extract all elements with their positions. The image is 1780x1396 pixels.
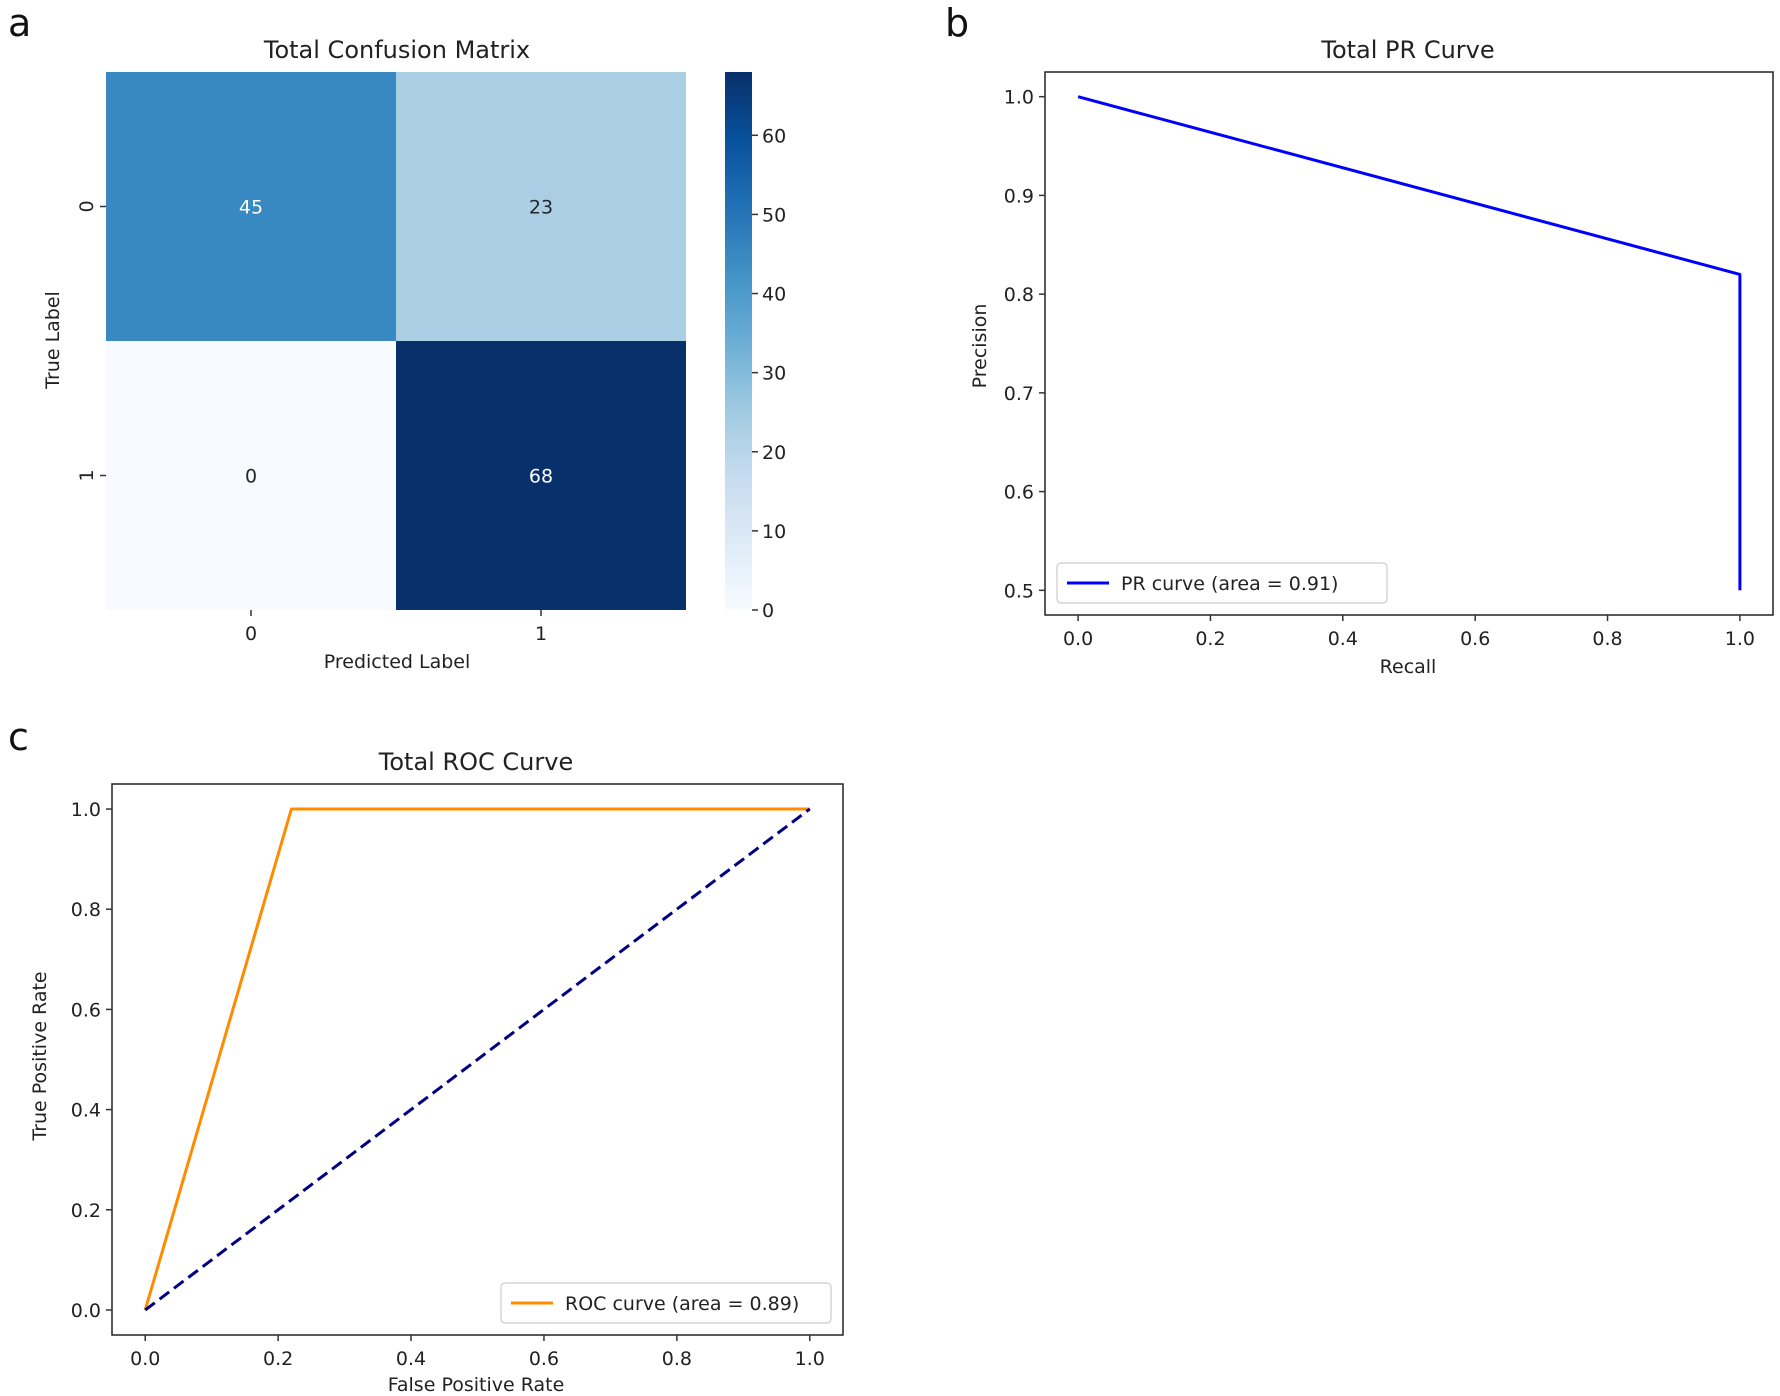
colorbar-ticks: 0 10 20 30 40 50 60 — [752, 125, 786, 622]
confusion-matrix-ylabel: True Label — [42, 291, 64, 390]
confusion-matrix-y-ticks: 01 — [76, 200, 106, 482]
y-tick-label: 0 — [76, 200, 98, 212]
colorbar-tick-label: 0 — [762, 600, 774, 622]
pr-y-tick-label: 0.6 — [1004, 482, 1034, 504]
roc-x-tick-label: 0.6 — [529, 1348, 559, 1370]
roc-ylabel: True Positive Rate — [29, 971, 51, 1141]
y-tick-label: 1 — [76, 469, 98, 481]
roc-x-tick-label: 0.2 — [263, 1348, 293, 1370]
roc-y-tick-label: 0.6 — [71, 999, 101, 1021]
colorbar-tick-label: 30 — [762, 363, 786, 385]
roc-axes-frame — [111, 783, 844, 1336]
roc-y-tick-label: 0.8 — [71, 899, 101, 921]
pr-y-tick-label: 0.8 — [1004, 284, 1034, 306]
pr-x-tick-label: 1.0 — [1725, 628, 1755, 650]
pr-y-tick-label: 1.0 — [1004, 87, 1034, 109]
roc-x-tick-label: 1.0 — [795, 1348, 825, 1370]
roc-x-tick-label: 0.8 — [662, 1348, 692, 1370]
roc-legend-label: ROC curve (area = 0.89) — [565, 1293, 799, 1315]
pr-legend-label: PR curve (area = 0.91) — [1121, 573, 1338, 595]
confusion-matrix-cells: 45 23 0 68 — [106, 72, 686, 610]
roc-legend-box — [500, 1282, 832, 1324]
pr-xlabel: Recall — [1380, 656, 1437, 678]
heatmap-cell — [106, 72, 396, 341]
roc-y-tick-label: 0.4 — [71, 1100, 101, 1122]
pr-x-tick-label: 0.6 — [1460, 628, 1490, 650]
pr-plot-area: 0.0 0.2 0.4 0.6 0.8 1.0 0.5 0.6 0.7 0.8 0.9 1.0 PR c… — [1004, 71, 1774, 650]
heatmap-cell — [396, 72, 686, 341]
colorbar-tick-label: 40 — [762, 284, 786, 306]
heatmap-cell-value: 0 — [245, 466, 257, 488]
pr-axes-frame — [1044, 71, 1774, 616]
colorbar-tick-label: 20 — [762, 442, 786, 464]
confusion-matrix-xlabel: Predicted Label — [324, 651, 471, 673]
roc-y-tick-label: 0.2 — [71, 1200, 101, 1222]
heatmap-cell-value: 68 — [529, 466, 553, 488]
pr-curve-panel: Total PR Curve 0.0 0.2 0.4 0.6 0.8 1.00.50.60… — [969, 36, 1774, 678]
pr-y-tick-label: 0.9 — [1004, 185, 1034, 207]
roc-x-tick-label: 0.4 — [396, 1348, 426, 1370]
pr-ylabel: Precision — [969, 304, 991, 389]
pr-y-tick-label: 0.7 — [1004, 383, 1034, 405]
pr-legend-box — [1056, 562, 1388, 604]
pr-legend: PR curve (area = 0.91) — [1056, 562, 1388, 604]
panel-letter-c: c — [8, 715, 29, 759]
confusion-matrix-title: Total Confusion Matrix — [263, 36, 530, 64]
roc-y-tick-label: 0.0 — [71, 1300, 101, 1322]
x-tick-label: 0 — [245, 623, 257, 645]
pr-curve-line — [1077, 95, 1742, 591]
pr-x-tick-label: 0.8 — [1592, 628, 1622, 650]
roc-diagonal-line — [144, 807, 811, 1312]
x-tick-label: 1 — [535, 623, 547, 645]
pr-curve-title: Total PR Curve — [1320, 36, 1494, 64]
roc-legend: ROC curve (area = 0.89) — [500, 1282, 832, 1324]
pr-x-tick-label: 0.4 — [1328, 628, 1358, 650]
colorbar-tick-label: 50 — [762, 204, 786, 226]
roc-y-tick-label: 1.0 — [71, 799, 101, 821]
pr-y-tick-label: 0.5 — [1004, 580, 1034, 602]
colorbar-tick-label: 10 — [762, 521, 786, 543]
pr-x-tick-label: 0.0 — [1063, 628, 1093, 650]
colorbar — [725, 72, 752, 610]
pr-x-tick-label: 0.2 — [1195, 628, 1225, 650]
heatmap-cell-value: 23 — [529, 197, 553, 219]
heatmap-cell-value: 45 — [239, 197, 263, 219]
roc-curve-line — [143, 807, 810, 1311]
panel-letter-b: b — [945, 1, 969, 45]
roc-plot-area: 0.0 0.2 0.4 0.6 0.8 1.0 0.0 0.2 0.4 0.6 0.8 1.0 ROC … — [71, 783, 844, 1370]
heatmap-cell — [106, 341, 396, 610]
colorbar-tick-label: 60 — [762, 125, 786, 147]
roc-x-tick-label: 0.0 — [130, 1348, 160, 1370]
roc-curve-title: Total ROC Curve — [378, 748, 573, 776]
heatmap-cell — [396, 341, 686, 610]
panel-letter-a: a — [8, 1, 31, 45]
roc-xlabel: False Positive Rate — [388, 1374, 565, 1396]
roc-curve-panel: Total ROC Curve 0.0 0.2 0.4 0.6 0.8 1.0 0.0 0.2… — [29, 748, 844, 1396]
